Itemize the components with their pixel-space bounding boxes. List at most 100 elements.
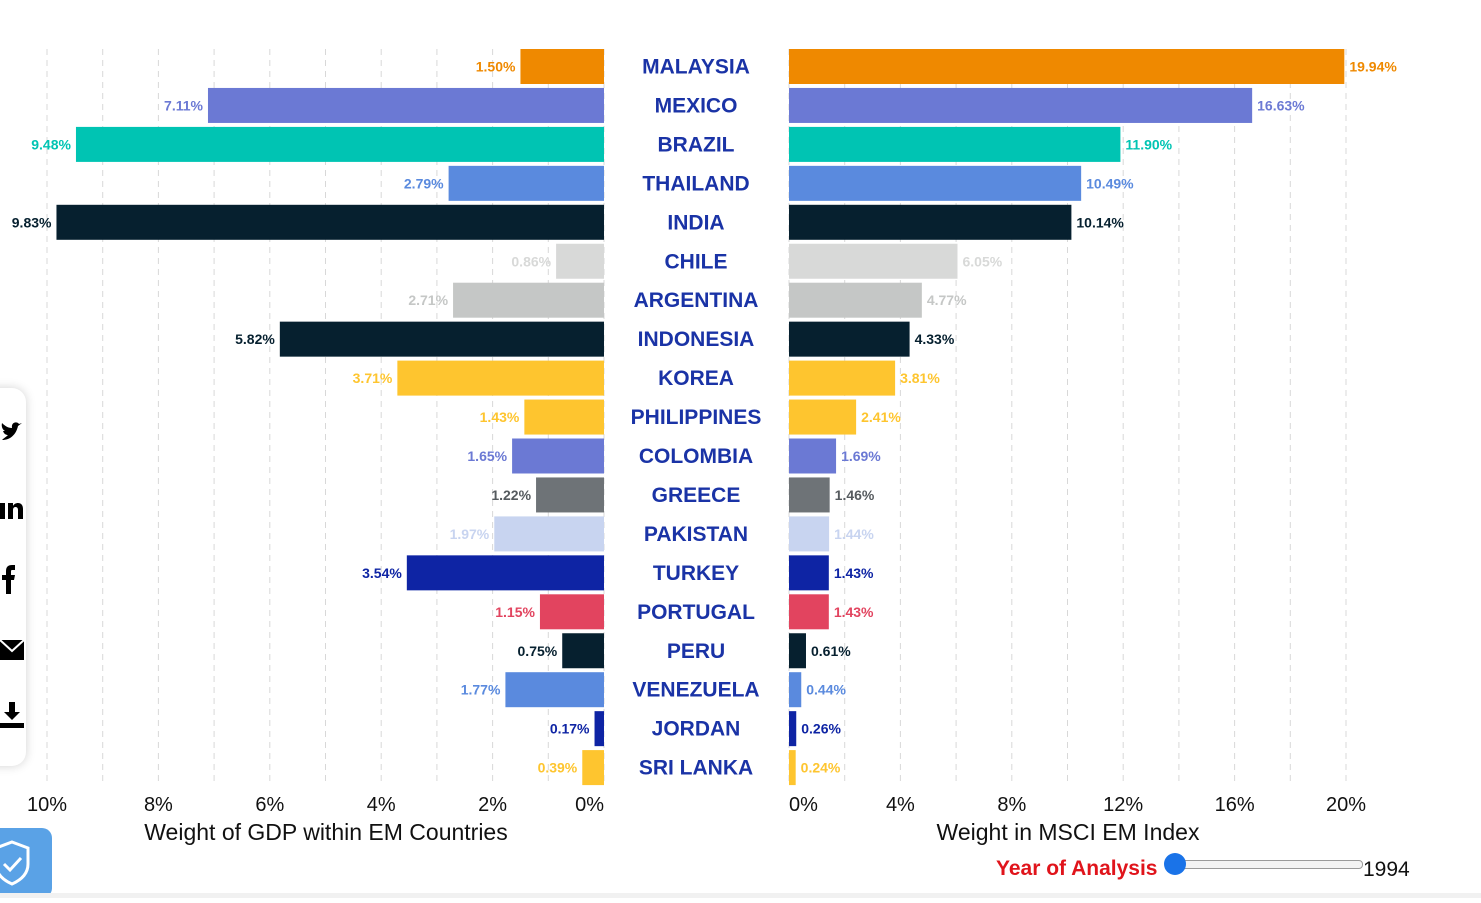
right-axis-tick: 4% [886,794,915,816]
gdp-weight-label: 1.43% [480,409,520,425]
right-axis-tick: 20% [1326,794,1366,816]
msci-weight-label: 0.26% [801,721,841,737]
year-slider-thumb[interactable] [1164,853,1186,875]
gdp-weight-bar [524,399,604,435]
msci-weight-label: 6.05% [962,253,1002,269]
msci-weight-bar [789,126,1121,162]
msci-weight-bar [789,321,910,357]
right-axis-tick: 0% [789,794,818,816]
country-label: VENEZUELA [632,679,759,702]
country-label: CHILE [665,250,728,273]
gdp-weight-bar [556,243,604,279]
gdp-weight-label: 9.83% [12,214,52,230]
msci-weight-label: 1.46% [835,487,875,503]
gdp-weight-label: 1.97% [450,526,490,542]
country-label: INDIA [667,211,724,234]
country-label: THAILAND [642,172,749,195]
gdp-weight-bar [207,87,604,123]
country-label: PHILIPPINES [631,406,762,429]
country-label: MEXICO [655,94,738,117]
gdp-weight-label: 3.71% [353,370,393,386]
msci-weight-label: 4.33% [915,331,955,347]
country-label: COLOMBIA [639,445,753,468]
msci-weight-label: 1.43% [834,565,874,581]
msci-weight-label: 1.44% [834,526,874,542]
msci-weight-bar [789,711,797,747]
msci-weight-bar [789,243,958,279]
twitter-icon[interactable] [0,418,24,448]
msci-weight-bar [789,594,829,630]
gdp-weight-bar [397,360,604,396]
msci-weight-bar [789,282,922,318]
msci-weight-label: 4.77% [927,292,967,308]
right-axis-tick: 16% [1215,794,1255,816]
right-axis-tick: 8% [997,794,1026,816]
year-value: 1994 [1363,858,1410,881]
msci-weight-bar [789,87,1253,123]
gdp-weight-label: 1.15% [495,604,535,620]
gdp-weight-label: 7.11% [164,97,203,113]
download-icon[interactable] [0,700,24,730]
msci-weight-label: 0.44% [806,682,846,698]
msci-weight-bar [789,672,802,708]
msci-weight-bar [789,555,829,591]
country-label: MALAYSIA [642,56,750,79]
left-axis-title: Weight of GDP within EM Countries [144,819,507,845]
msci-weight-bar [789,516,830,552]
gdp-weight-label: 1.50% [476,59,516,75]
gdp-weight-bar [448,165,604,201]
gdp-weight-bar [279,321,604,357]
left-axis-tick: 10% [27,794,67,816]
facebook-icon[interactable] [0,564,24,594]
msci-weight-label: 16.63% [1257,97,1305,113]
msci-weight-label: 3.81% [900,370,940,386]
msci-weight-label: 1.69% [841,448,881,464]
msci-weight-label: 10.14% [1076,214,1124,230]
country-label: JORDAN [652,718,741,741]
country-label: TURKEY [653,562,739,585]
msci-weight-bar [789,204,1072,240]
country-label: GREECE [652,484,741,507]
gdp-weight-label: 0.86% [511,253,551,269]
msci-weight-bar [789,477,830,513]
msci-weight-label: 19.94% [1349,59,1397,75]
email-icon[interactable] [0,634,25,664]
gdp-weight-bar [539,594,604,630]
msci-weight-label: 2.41% [861,409,901,425]
right-axis-tick: 12% [1103,794,1143,816]
msci-weight-label: 11.90% [1125,136,1172,152]
linkedin-icon[interactable] [0,493,24,523]
gdp-weight-label: 0.75% [518,643,558,659]
page-footer [0,893,1481,898]
country-label: KOREA [658,367,734,390]
year-slider-track[interactable] [1168,860,1363,869]
msci-weight-bar [789,438,837,474]
gdp-weight-bar [512,438,604,474]
gdp-weight-label: 2.71% [408,292,448,308]
gdp-weight-bar [536,477,604,513]
msci-weight-label: 10.49% [1086,175,1134,191]
gdp-weight-bar [594,711,604,747]
msci-weight-bar [789,633,806,669]
country-label: ARGENTINA [634,289,759,312]
gdp-weight-label: 3.54% [362,565,402,581]
gdp-weight-bar [520,49,604,84]
msci-weight-bar [789,360,896,396]
gdp-weight-label: 0.17% [550,721,590,737]
country-label: PORTUGAL [637,601,755,624]
share-panel [0,388,26,766]
gdp-weight-bar [406,555,604,591]
msci-weight-label: 1.43% [834,604,874,620]
left-axis-tick: 6% [255,794,284,816]
security-shield-icon[interactable] [0,828,52,898]
country-label: SRI LANKA [639,757,753,780]
gdp-weight-label: 5.82% [235,331,275,347]
gdp-weight-label: 1.22% [491,487,531,503]
gdp-weight-bar [582,750,604,786]
left-axis-tick: 8% [144,794,173,816]
gdp-weight-bar [505,672,604,708]
gdp-weight-bar [56,204,605,240]
msci-weight-label: 0.24% [801,760,841,776]
msci-weight-label: 0.61% [811,643,851,659]
right-axis-title: Weight in MSCI EM Index [937,819,1200,845]
